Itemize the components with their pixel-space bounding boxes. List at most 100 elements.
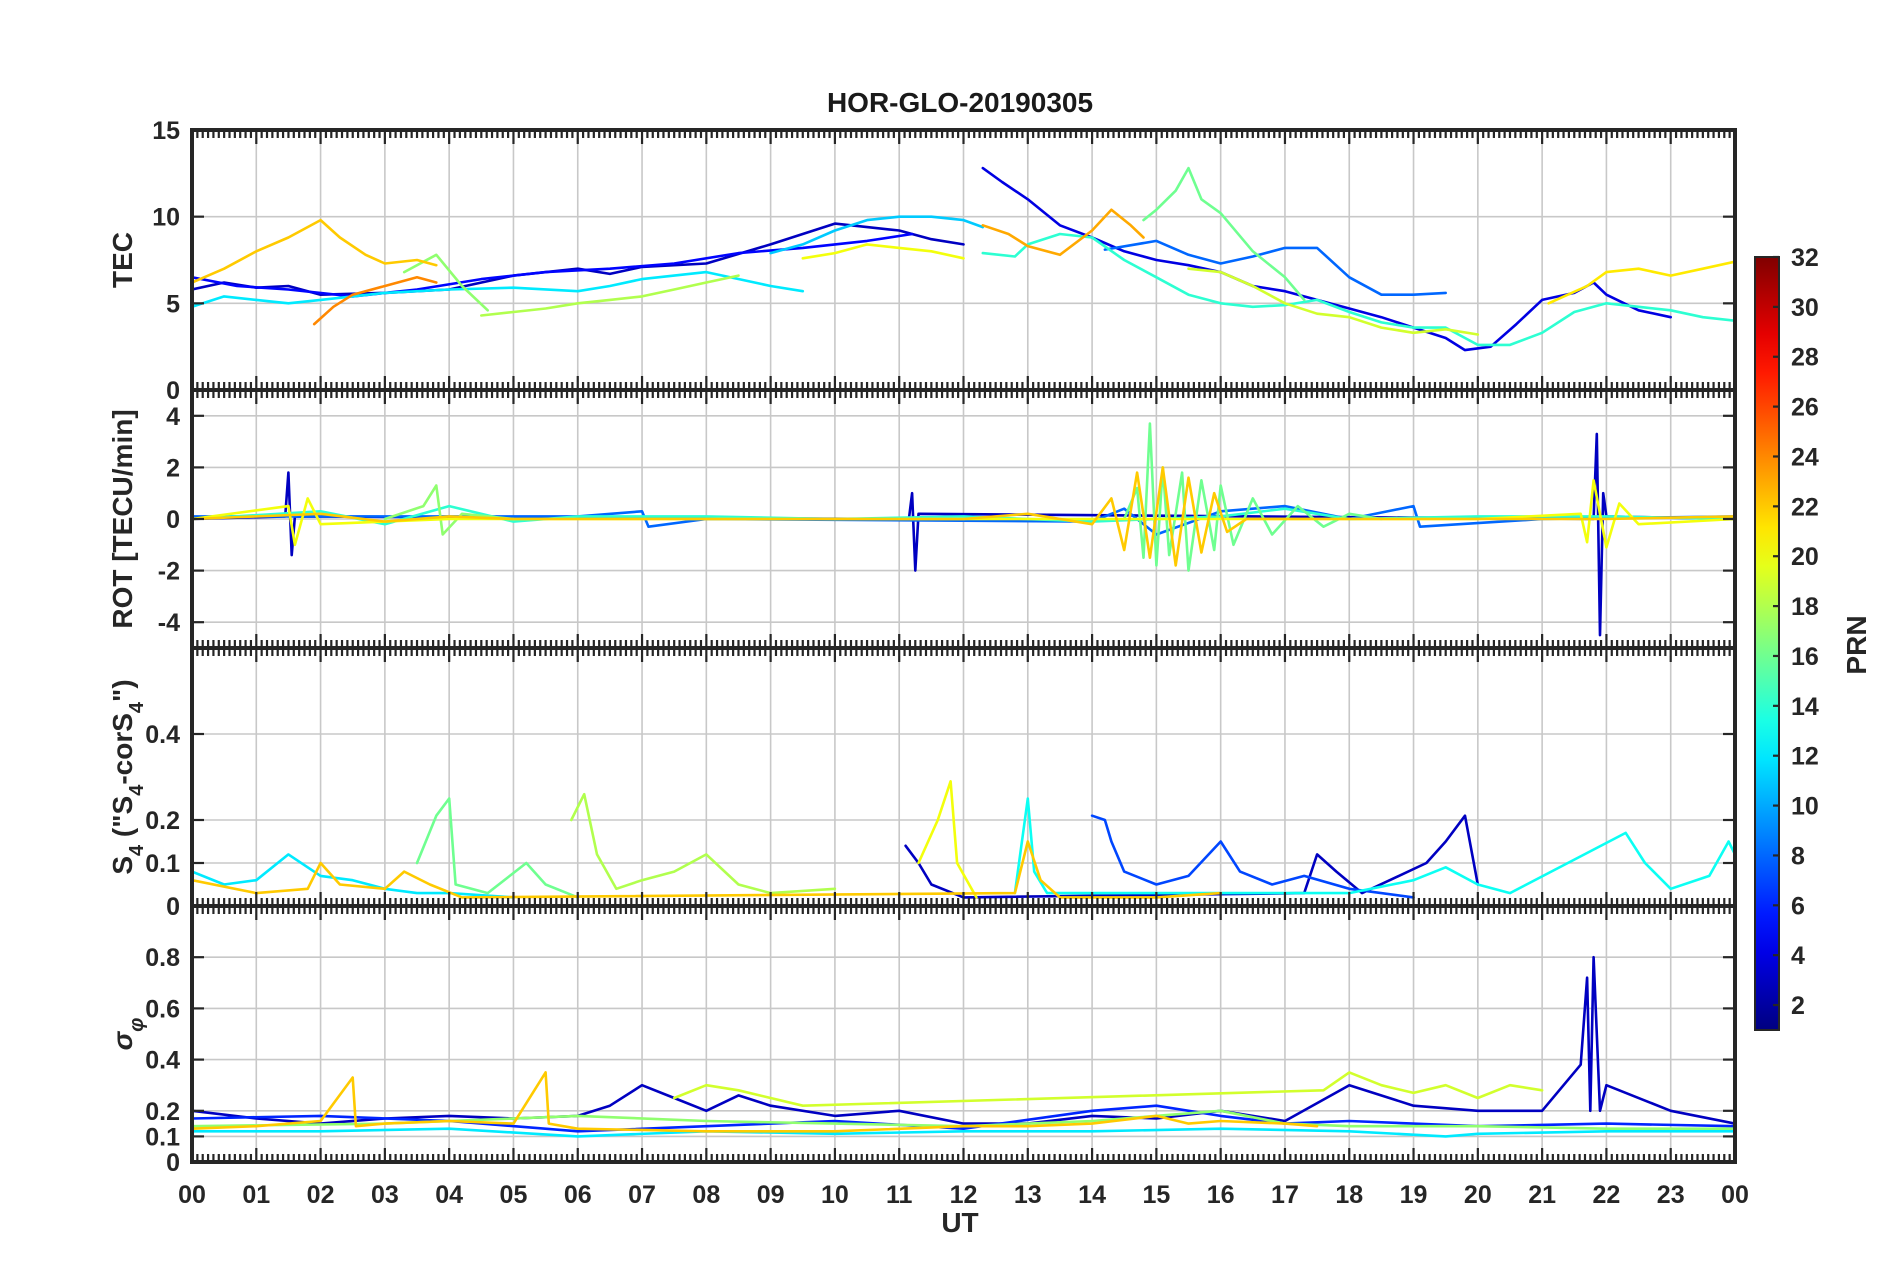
colorbar-tick-label: 8 [1791, 842, 1805, 870]
series-prn-22 [192, 840, 1222, 899]
series-group [192, 780, 1735, 899]
x-axis: 00 01 02 03 04 05 06 07 08 09 10 11 12 13 14 15 16 17 18 19… [178, 1181, 1749, 1209]
series-prn-16 [1122, 422, 1383, 572]
x-tick-label: 16 [1207, 1181, 1235, 1209]
panel-s4: 0 0.1 0.2 0.4S4 ("S4-corS4") [107, 646, 1737, 921]
colorbar-tick-label: 20 [1791, 543, 1819, 571]
y-tick-label: 0.1 [145, 850, 180, 878]
y-tick-label: 0.1 [145, 1123, 180, 1151]
colorbar-tick-label: 2 [1791, 992, 1805, 1020]
series-prn-24 [312, 276, 438, 326]
series-prn-18 [570, 792, 837, 895]
x-tick-label: 08 [692, 1181, 720, 1209]
series-prn-23 [981, 208, 1145, 257]
panel-rot: -4 -2 0 2 4 ROT [TECU/min] [107, 388, 1737, 650]
y-tick-label: 0.4 [145, 1047, 180, 1075]
y-tick-label: 2 [166, 454, 180, 482]
x-tick-label: 10 [821, 1181, 849, 1209]
series-prn-12 [192, 270, 805, 309]
y-axis-label-tec: TEC [107, 232, 138, 288]
series-prn-20 [917, 780, 978, 899]
x-tick-label: 19 [1400, 1181, 1428, 1209]
x-tick-label: 00 [1721, 1181, 1749, 1209]
series-prn-21 [1547, 260, 1735, 305]
y-tick-label: 0 [166, 506, 180, 534]
x-tick-label: 09 [757, 1181, 785, 1209]
colorbar-tick-label: 22 [1791, 493, 1819, 521]
colorbar-tick-label: 4 [1791, 942, 1805, 970]
series-prn-17 [402, 253, 489, 312]
x-tick-label: 04 [435, 1181, 463, 1209]
x-tick-label: 06 [564, 1181, 592, 1209]
x-tick-label: 11 [886, 1181, 913, 1209]
series-prn-11 [769, 215, 985, 255]
colorbar-tick-label: 6 [1791, 892, 1805, 920]
y-axis-label-sigma: σφ [107, 1018, 148, 1051]
y-tick-label: 0 [166, 1149, 180, 1177]
colorbar-frame [1754, 256, 1780, 1031]
panel-tec: 0 5 10 15 TEC [107, 117, 1737, 405]
colorbar-tick-label: 16 [1791, 643, 1819, 671]
colorbar-tick-label: 32 [1791, 244, 1819, 272]
y-tick-label: -2 [158, 558, 180, 586]
series-group [192, 955, 1735, 1138]
chart-title: HOR-GLO-20190305 [827, 87, 1093, 118]
series-prn-22 [192, 1071, 1319, 1133]
series-prn-14 [981, 232, 1735, 347]
y-tick-label: 10 [152, 204, 180, 232]
series-prn-13 [1013, 797, 1735, 895]
x-tick-label: 22 [1593, 1181, 1621, 1209]
colorbar-tick-label: 30 [1791, 294, 1819, 322]
y-tick-label: 4 [166, 403, 180, 431]
x-tick-label: 20 [1464, 1181, 1492, 1209]
axes-frame [190, 904, 1737, 1164]
colorbar-tick-label: 18 [1791, 593, 1819, 621]
series-prn-3 [904, 814, 1480, 899]
series-prn-22 [192, 218, 438, 284]
colorbar-gradient [1755, 257, 1779, 1030]
x-tick-label: 14 [1078, 1181, 1106, 1209]
x-tick-label: 01 [242, 1181, 270, 1209]
series-group [192, 166, 1735, 352]
series-prn-22 [192, 466, 1735, 567]
series-prn-16 [1142, 166, 1306, 302]
series-prn-6 [192, 1104, 1735, 1133]
series-prn-18 [480, 274, 740, 317]
series-prn-17 [383, 484, 515, 536]
x-tick-label: 23 [1657, 1181, 1685, 1209]
y-tick-label: -4 [158, 609, 180, 637]
series-prn-5 [192, 232, 914, 298]
grid [192, 906, 1735, 1162]
y-tick-label: 15 [152, 117, 180, 145]
y-axis-label-s4: S4 ("S4-corS4") [107, 679, 148, 874]
series-prn-12 [192, 1127, 1735, 1138]
series-prn-8 [1103, 239, 1447, 296]
x-tick-label: 05 [500, 1181, 528, 1209]
y-tick-label: 0.8 [145, 944, 180, 972]
y-tick-label: 0.2 [145, 807, 180, 835]
x-tick-label: 03 [371, 1181, 399, 1209]
colorbar-label: PRN [1841, 615, 1872, 674]
series-prn-7 [1090, 814, 1415, 899]
x-tick-label: 02 [307, 1181, 335, 1209]
grid [192, 648, 1735, 906]
series-prn-12 [192, 853, 515, 899]
series-group [192, 422, 1735, 637]
x-tick-label: 17 [1271, 1181, 1299, 1209]
grid [192, 130, 1735, 390]
y-tick-label: 0 [166, 893, 180, 921]
series-prn-19 [672, 1071, 1544, 1107]
x-tick-label: 12 [950, 1181, 978, 1209]
x-tick-label: 07 [628, 1181, 656, 1209]
y-tick-label: 0 [166, 377, 180, 405]
x-tick-label: 15 [1142, 1181, 1170, 1209]
x-tick-label: 18 [1335, 1181, 1363, 1209]
colorbar-tick-label: 28 [1791, 344, 1819, 372]
x-axis-label: UT [941, 1207, 978, 1238]
y-tick-label: 0.2 [145, 1098, 180, 1126]
y-tick-label: 0.4 [145, 721, 180, 749]
series-prn-16 [415, 797, 580, 899]
